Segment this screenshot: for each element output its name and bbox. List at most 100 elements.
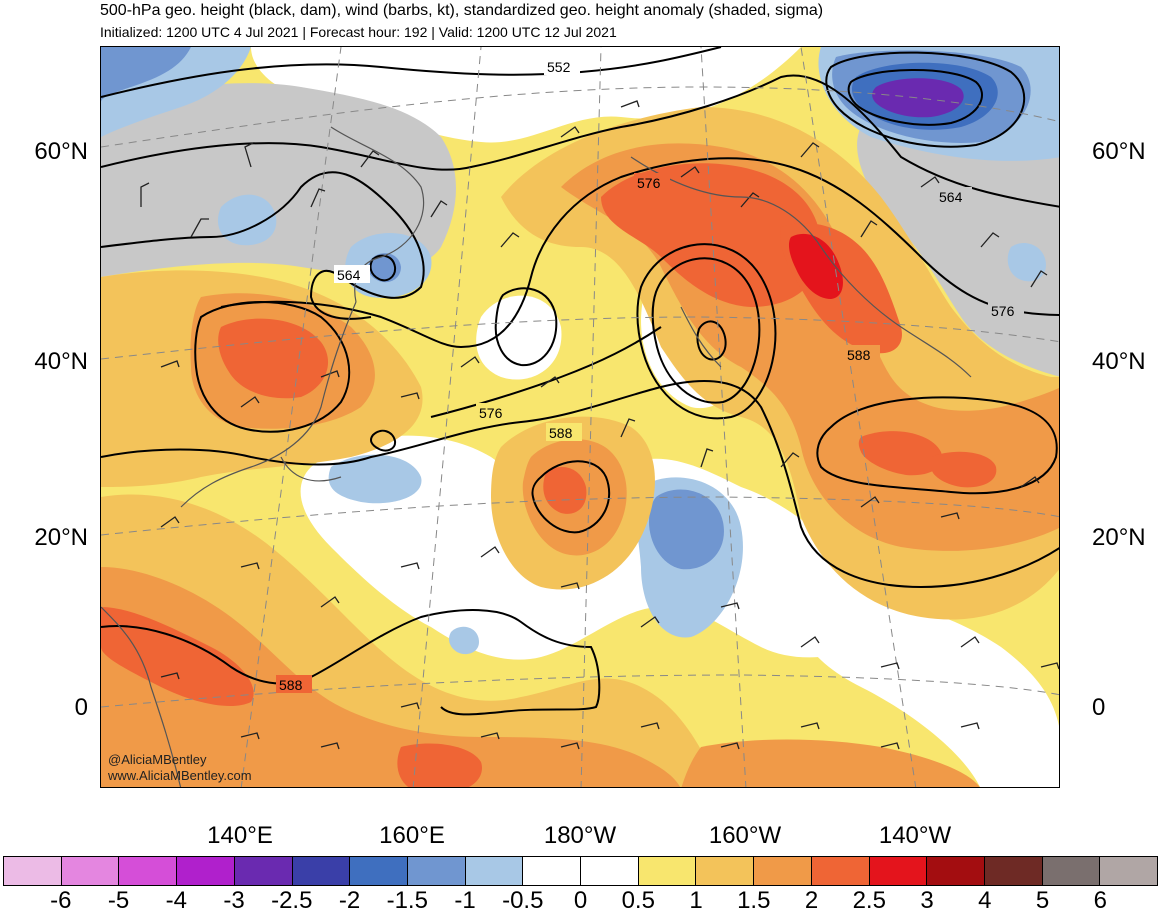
colorbar-tick-label: -2.5 <box>271 887 313 914</box>
contour-label: 564 <box>337 267 361 283</box>
colorbar-swatch <box>984 857 1043 885</box>
anomaly-pos15-southeast <box>681 739 980 787</box>
lat-label-60n-left: 60°N <box>34 138 88 165</box>
colorbar-tick-label: 1 <box>689 887 703 914</box>
lon-label-160w: 160°W <box>708 822 782 849</box>
colorbar-swatch <box>638 857 697 885</box>
anomaly-neg-alaska-small <box>217 194 277 246</box>
colorbar-swatch <box>523 857 582 885</box>
anomaly-pos15-south <box>101 567 680 787</box>
wind-barbs <box>140 100 1059 750</box>
colorbar-tick-label: -0.5 <box>502 887 544 914</box>
colorbar-swatch <box>869 857 928 885</box>
graticule <box>101 47 1059 787</box>
contour-label: 576 <box>479 405 503 421</box>
colorbar-tick-label: -2 <box>338 887 361 914</box>
anomaly-neg-japan-sea <box>328 454 422 504</box>
anomaly-zero-east <box>799 599 1059 787</box>
lon-label-140w: 140°W <box>878 822 952 849</box>
colorbar-swatch <box>4 857 62 885</box>
colorbar-tick-label: -1 <box>454 887 476 914</box>
colorbar-swatch <box>1042 857 1101 885</box>
lat-label-20n-left: 20°N <box>34 524 88 551</box>
contour-label: 552 <box>547 59 571 75</box>
contour-label: 588 <box>549 425 573 441</box>
contour-576-low <box>430 326 662 418</box>
colorbar-swatch <box>465 857 524 885</box>
colorbar-swatch <box>696 857 755 885</box>
contour-564-west-loop <box>101 171 425 320</box>
contour-cutoff-inner <box>696 320 727 361</box>
anomaly-pos2-south <box>397 743 482 787</box>
colorbar-tick-label: -3 <box>223 887 245 914</box>
anomaly-pos2-midway <box>543 467 587 514</box>
map-panel: 552 576 564 564 576 576 588 588 588 <box>100 46 1060 788</box>
contour-cutoff-mid <box>651 257 761 404</box>
contour-576-arc <box>220 157 1059 349</box>
colorbar-tick-label: 5 <box>1035 887 1050 914</box>
contour-588-west-loop <box>194 301 351 433</box>
contour-label-group: 552 576 564 564 576 576 588 588 588 <box>276 57 1024 693</box>
contour-label: 564 <box>939 189 963 205</box>
anomaly-pos2-bering <box>601 163 821 307</box>
credit-website: www.AliciaMBentley.com <box>108 768 252 783</box>
contour-label: 576 <box>637 175 661 191</box>
colorbar-swatch <box>350 857 408 885</box>
colorbar-swatch <box>811 857 870 885</box>
anomaly-neg-central-pacific-core <box>649 489 724 570</box>
anomaly-neg-east-small <box>1007 243 1046 282</box>
colorbar-swatch <box>1100 857 1158 885</box>
colorbar-tick-label: -1.5 <box>386 887 428 914</box>
colorbar-tick-label: 0 <box>573 887 588 914</box>
colorbar-tick-label: 6 <box>1093 887 1107 914</box>
colorbar-tick-label: -5 <box>107 887 130 914</box>
map-title: 500-hPa geo. height (black, dam), wind (… <box>100 2 824 19</box>
contour-ne-low-outer <box>825 51 1026 148</box>
contour-closed-japan <box>370 429 397 452</box>
contour-closed-west-2 <box>369 254 397 282</box>
lat-label-20n-right: 20°N <box>1092 524 1146 551</box>
colorbar-tick-label: 4 <box>978 887 992 914</box>
colorbar-swatch <box>754 857 812 885</box>
anomaly-neg-equatorial <box>449 626 479 655</box>
colorbar-tick-label: -4 <box>165 887 187 914</box>
anomaly-pos2-philippines <box>101 607 254 707</box>
lon-label-180w: 180°W <box>543 822 617 849</box>
anomaly-neg-northwest-2 <box>101 47 191 102</box>
lon-label-140e: 140°E <box>207 822 273 849</box>
contour-588-east-loop <box>816 396 1058 495</box>
colorbar-tick-label: 2.5 <box>852 887 886 914</box>
colorbar-swatch <box>119 857 178 885</box>
colorbar-swatch <box>581 857 639 885</box>
gray-region-northwest <box>101 83 456 277</box>
colorbar-tick-label: 3 <box>920 887 934 914</box>
height-contours <box>101 47 1059 716</box>
colorbar-tick-label: -6 <box>50 887 72 914</box>
contour-588-south <box>101 609 601 716</box>
colorbar-swatch <box>234 857 293 885</box>
contour-ne-low-inner <box>847 69 983 126</box>
lat-label-60n-right: 60°N <box>1092 138 1146 165</box>
colorbar-swatch <box>292 857 351 885</box>
colorbar-swatch <box>927 857 985 885</box>
lat-label-0-left: 0 <box>74 694 88 721</box>
map-subtitle: Initialized: 1200 UTC 4 Jul 2021 | Forec… <box>100 24 617 40</box>
lat-label-40n-left: 40°N <box>34 348 88 375</box>
colorbar-swatch <box>177 857 235 885</box>
contour-label: 588 <box>847 347 871 363</box>
lon-label-160e: 160°E <box>379 822 445 849</box>
colorbar-swatch <box>407 857 466 885</box>
colorbar-tick-label: 0.5 <box>621 887 655 914</box>
contour-closed-west-1 <box>494 287 558 367</box>
colorbar-swatch <box>61 857 120 885</box>
contour-cutoff-outer <box>636 243 777 420</box>
anomaly-pos25-goa-core <box>788 233 843 299</box>
contour-564-north <box>101 74 1059 208</box>
anomaly-neg-northeast-center <box>872 78 964 118</box>
lat-label-0-right: 0 <box>1092 694 1106 721</box>
anomaly-pos2-east <box>858 431 942 476</box>
map-canvas: 552 576 564 564 576 576 588 588 588 <box>101 47 1059 787</box>
anomaly-pos2-east-2 <box>931 451 997 488</box>
contour-label: 588 <box>279 677 303 693</box>
colorbar-tick-label: 1.5 <box>737 887 771 914</box>
